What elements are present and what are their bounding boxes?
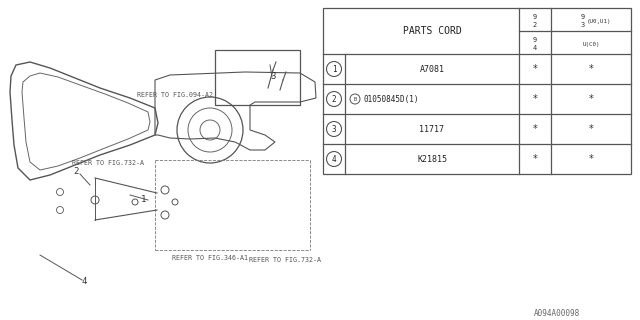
Text: 1: 1 xyxy=(332,65,336,74)
Text: 9: 9 xyxy=(533,14,537,20)
Text: (U0,U1): (U0,U1) xyxy=(587,19,611,23)
Text: 9: 9 xyxy=(533,37,537,43)
Text: *: * xyxy=(532,94,538,104)
Text: *: * xyxy=(532,64,538,74)
Text: 1: 1 xyxy=(141,196,147,204)
Text: PARTS CORD: PARTS CORD xyxy=(403,26,461,36)
Text: 2: 2 xyxy=(533,22,537,28)
Text: U(C0): U(C0) xyxy=(582,42,600,46)
Text: *: * xyxy=(589,94,593,104)
Text: 4: 4 xyxy=(81,277,86,286)
Text: K21815: K21815 xyxy=(417,155,447,164)
Text: REFER TO FIG.094-A2: REFER TO FIG.094-A2 xyxy=(137,92,213,98)
Text: A7081: A7081 xyxy=(419,65,445,74)
Text: 4: 4 xyxy=(533,45,537,51)
Text: 01050845D(1): 01050845D(1) xyxy=(363,94,419,103)
Text: *: * xyxy=(589,124,593,134)
Text: B: B xyxy=(353,97,356,101)
Text: 2: 2 xyxy=(332,94,336,103)
Text: REFER TO FIG.732-A: REFER TO FIG.732-A xyxy=(72,160,144,166)
Text: *: * xyxy=(589,154,593,164)
Text: 3: 3 xyxy=(581,22,585,28)
Text: *: * xyxy=(532,154,538,164)
Text: *: * xyxy=(532,124,538,134)
Bar xyxy=(323,8,631,174)
Text: REFER TO FIG.346-A1: REFER TO FIG.346-A1 xyxy=(172,255,248,261)
Text: 9: 9 xyxy=(581,14,585,20)
Text: 3: 3 xyxy=(270,71,276,81)
Text: 3: 3 xyxy=(332,124,336,133)
Text: 11717: 11717 xyxy=(419,124,445,133)
Text: 4: 4 xyxy=(332,155,336,164)
Text: A094A00098: A094A00098 xyxy=(534,308,580,317)
Text: 2: 2 xyxy=(74,166,79,175)
Text: *: * xyxy=(589,64,593,74)
Text: REFER TO FIG.732-A: REFER TO FIG.732-A xyxy=(249,257,321,263)
Bar xyxy=(215,50,300,105)
